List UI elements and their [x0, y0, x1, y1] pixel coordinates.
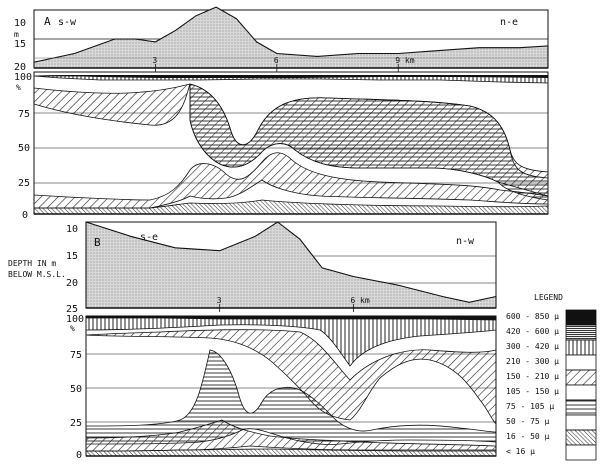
- panel-a-band-cross-bottom: [33, 199, 549, 215]
- legend-swatch: [565, 369, 597, 386]
- panel-b-label: B: [94, 236, 101, 249]
- legend-swatch: [565, 414, 597, 431]
- legend-swatch: [565, 429, 597, 446]
- panel-a-percent-tick-0: 0: [22, 210, 28, 221]
- panel-a-band-diagonal-lower: [33, 152, 549, 209]
- depth-note-line-1: DEPTH IN m: [8, 259, 56, 268]
- panel-a-percent-gridlines: [34, 112, 548, 184]
- panel-a-percent-tick-100: 100: [14, 72, 32, 83]
- panel-b-band-cross-bottom: [85, 448, 497, 457]
- legend-swatch: [565, 324, 597, 341]
- panel-a-depth-unit: m: [14, 30, 19, 39]
- panel-a-distance-tick-label: 3: [152, 56, 157, 65]
- panel-b-percent-tick-0: 0: [76, 450, 82, 461]
- panel-a-percent-tick-50: 50: [18, 143, 30, 154]
- panel-b-direction-right: n-w: [456, 236, 475, 247]
- legend-item-label: < 16 μ: [506, 447, 535, 456]
- panel-b-band-diagonal-main: [85, 329, 497, 425]
- panel-b-percent-tick-25: 25: [70, 418, 82, 429]
- panel-a-depth-profile: [33, 6, 549, 69]
- legend-item-label: 600 - 850 μ: [506, 312, 559, 321]
- legend-items: 600 - 850 μ 420 - 600 μ 300 - 420 μ 210 - 3…: [506, 309, 597, 461]
- legend-title: LEGEND: [534, 293, 563, 302]
- legend-item-label: 75 - 105 μ: [506, 402, 554, 411]
- panel-b-percent-tick-75: 75: [70, 350, 82, 361]
- panel-a-percent-unit: %: [16, 83, 21, 92]
- panel-a-band-top-black: [34, 75, 548, 78]
- panel-b-depth-frame: 10 15 20 25 B s-e n-w 3 6 km: [66, 221, 497, 315]
- panel-b-percent-tick-50: 50: [70, 384, 82, 395]
- panel-a-direction-left: s-w: [58, 17, 77, 28]
- panel-a-direction-right: n-e: [500, 17, 518, 28]
- panel-b-depth-tick-20: 20: [66, 278, 78, 289]
- legend-item-label: 150 - 210 μ: [506, 372, 559, 381]
- legend-item-label: 300 - 420 μ: [506, 342, 559, 351]
- panel-a-percent-tick-75: 75: [18, 109, 30, 120]
- panel-a-grain-frame: 100 % 75 50 25 0: [14, 71, 549, 221]
- legend-swatch: [565, 444, 597, 461]
- panel-b-distance-tick-label: 3: [217, 296, 222, 305]
- panel-a-depth-tick-15: 15: [14, 39, 26, 50]
- panel-a-distance-tick-label: 9 km: [395, 56, 414, 65]
- panel-a-depth-tick-10: 10: [14, 18, 26, 29]
- legend: LEGEND 600 - 850 μ 420 - 600 μ 300 - 420 μ…: [506, 293, 597, 461]
- panel-a-band-diagonal-main: [33, 83, 549, 197]
- panel-b-grain-bands: [85, 316, 497, 457]
- panel-b-percent-unit: %: [70, 324, 75, 333]
- legend-item-label: 16 - 50 μ: [506, 432, 550, 441]
- panel-b-band-top-vertical: [85, 317, 497, 367]
- legend-item-label: 420 - 600 μ: [506, 327, 559, 336]
- panel-a: 10 m 15 20 A s-w n-e 3 6 9 km: [14, 6, 549, 221]
- panel-b-band-diagonal-lower: [85, 419, 497, 452]
- legend-item-label: 50 - 75 μ: [506, 417, 550, 426]
- legend-swatch: [565, 354, 597, 371]
- legend-swatch: [565, 309, 597, 326]
- panel-b-depth-profile: [85, 221, 497, 309]
- legend-swatch: [565, 384, 597, 401]
- panel-b-distance-ticks: 3 6 km: [217, 296, 370, 312]
- panel-b-distance-tick-label: 6 km: [350, 296, 369, 305]
- legend-item-label: 210 - 300 μ: [506, 357, 559, 366]
- panel-a-depth-tick-20: 20: [14, 62, 26, 73]
- panel-b-grain-frame: 100 % 75 50 25 0: [66, 314, 497, 461]
- panel-a-distance-ticks: 3 6 9 km: [152, 56, 415, 72]
- legend-swatch: [565, 339, 597, 356]
- panel-b-percent-tick-100: 100: [66, 314, 84, 325]
- depth-note-line-2: BELOW M.S.L.: [8, 270, 66, 279]
- panel-a-label: A: [44, 15, 51, 28]
- panel-b: 10 15 20 25 B s-e n-w 3 6 km DEPTH IN m B…: [8, 221, 497, 461]
- panel-b-depth-tick-25: 25: [66, 304, 78, 315]
- legend-swatch: [565, 399, 597, 416]
- panel-b-percent-gridlines: [86, 353, 496, 423]
- panel-a-distance-tick-label: 6: [274, 56, 279, 65]
- legend-item-label: 105 - 150 μ: [506, 387, 559, 396]
- panel-b-depth-tick-15: 15: [66, 251, 78, 262]
- panel-b-depth-tick-10: 10: [66, 224, 78, 235]
- panel-a-percent-tick-25: 25: [18, 178, 30, 189]
- panel-a-depth-frame: 10 m 15 20 A s-w n-e 3 6 9 km: [14, 6, 549, 73]
- panel-b-direction-left: s-e: [140, 232, 158, 243]
